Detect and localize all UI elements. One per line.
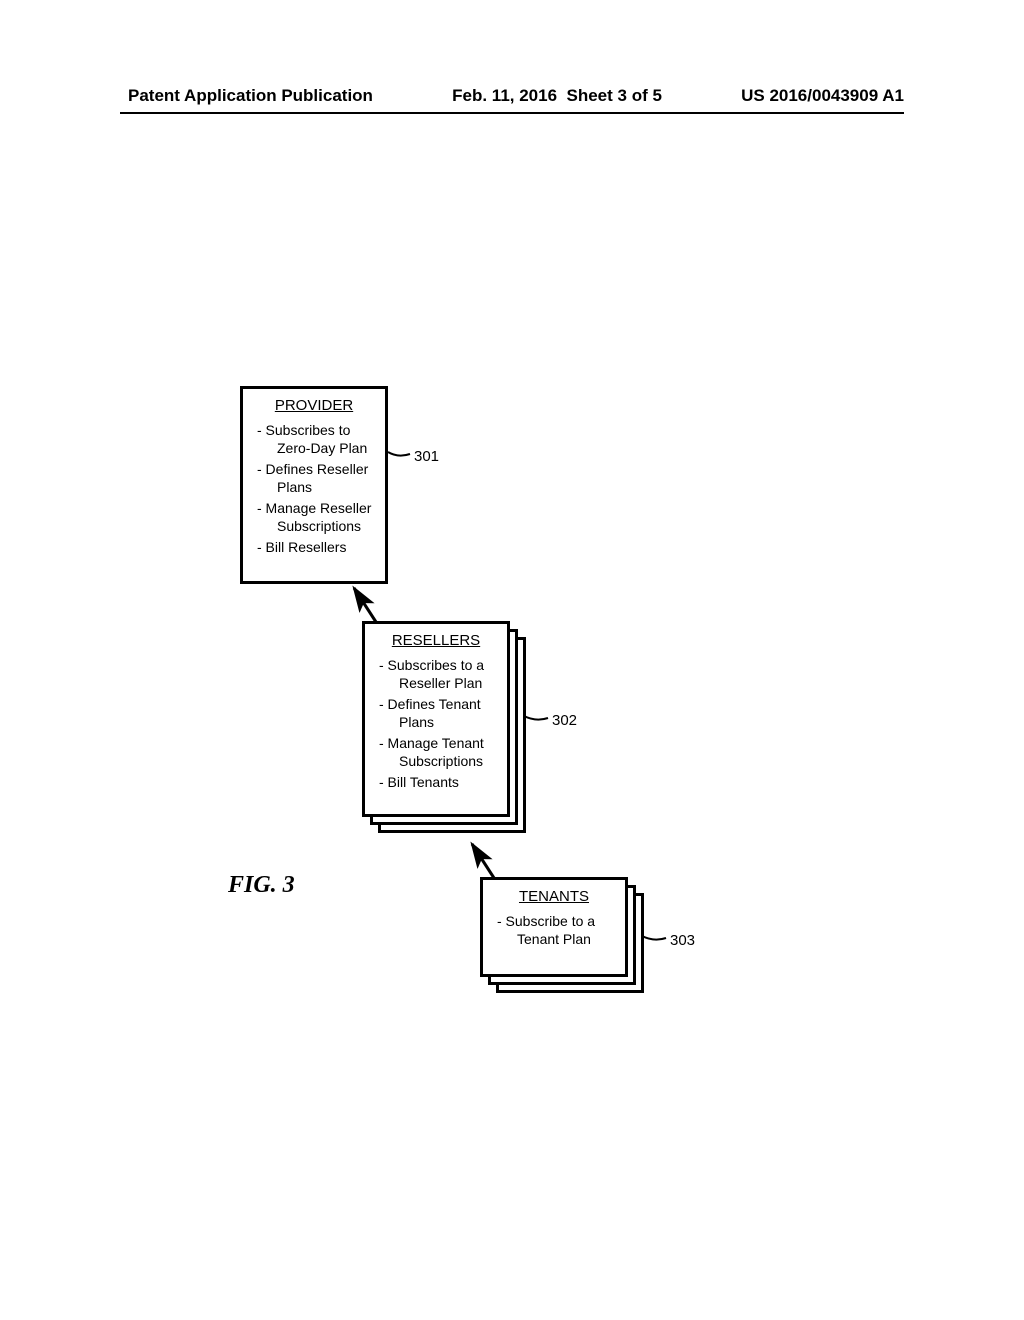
header-rule <box>120 112 904 114</box>
provider-item-3: - Bill Resellers <box>253 539 375 557</box>
provider-box: PROVIDER - Subscribes toZero-Day Plan - De… <box>240 386 388 584</box>
provider-item-0: - Subscribes toZero-Day Plan <box>253 422 375 457</box>
arrow-0 <box>354 588 376 622</box>
resellers-title: RESELLERS <box>375 632 497 649</box>
resellers-item-0: - Subscribes to aReseller Plan <box>375 657 497 692</box>
header-center: Feb. 11, 2016 Sheet 3 of 5 <box>452 86 662 106</box>
tenants-title: TENANTS <box>493 888 615 905</box>
tenants-item-0: - Subscribe to aTenant Plan <box>493 913 615 948</box>
header-left: Patent Application Publication <box>128 86 373 106</box>
provider-item-1: - Defines ResellerPlans <box>253 461 375 496</box>
figure-label: FIG. 3 <box>228 872 295 899</box>
tenants-box: TENANTS - Subscribe to aTenant Plan <box>480 877 628 977</box>
header-right: US 2016/0043909 A1 <box>741 86 904 106</box>
resellers-item-2: - Manage TenantSubscriptions <box>375 735 497 770</box>
resellers-item-1: - Defines TenantPlans <box>375 696 497 731</box>
resellers-item-3: - Bill Tenants <box>375 774 497 792</box>
provider-title: PROVIDER <box>253 397 375 414</box>
tenants-ref: 303 <box>670 932 695 949</box>
page-header: Patent Application Publication Feb. 11, … <box>0 86 1024 106</box>
resellers-box: RESELLERS - Subscribes to aReseller Plan -… <box>362 621 510 817</box>
provider-item-2: - Manage ResellerSubscriptions <box>253 500 375 535</box>
leader-0 <box>388 452 410 456</box>
resellers-ref: 302 <box>552 712 577 729</box>
leader-1 <box>524 716 548 720</box>
arrow-1 <box>472 844 494 878</box>
leader-2 <box>642 936 666 940</box>
provider-ref: 301 <box>414 448 439 465</box>
